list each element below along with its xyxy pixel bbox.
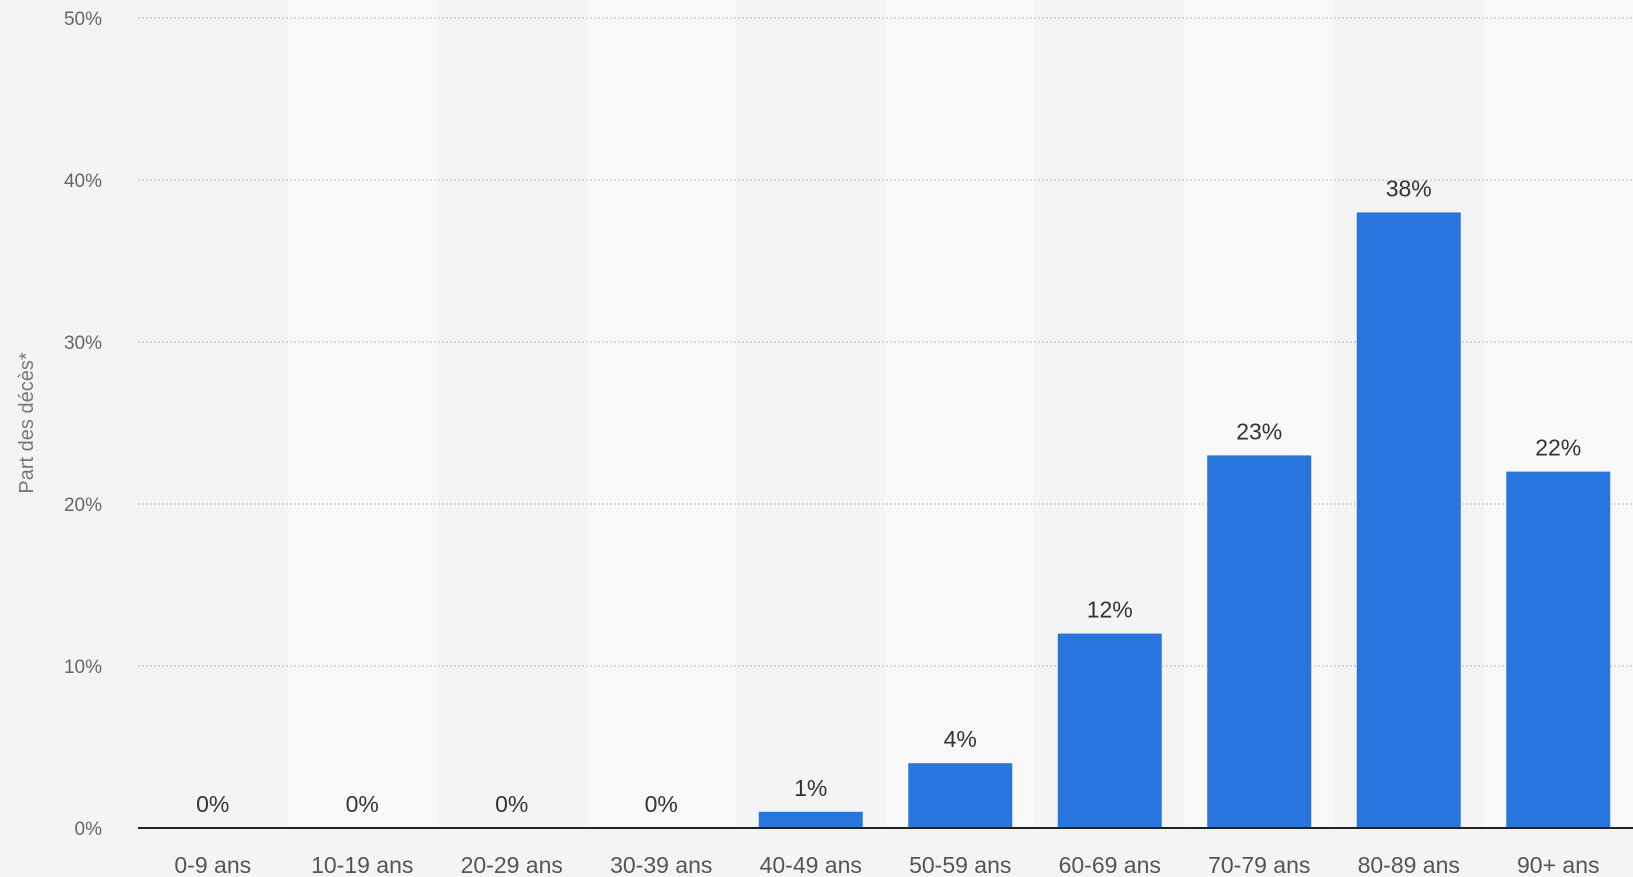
bar-value-label: 23% [1236,418,1282,444]
bar [908,763,1013,828]
y-axis-ticks: 0% 10% 20% 30% 40% 50% [64,9,102,840]
bar-value-label: 12% [1087,597,1133,623]
category-band [437,0,587,828]
x-category-label: 20-29 ans [461,852,563,877]
bar [1057,633,1162,828]
x-category-label: 0-9 ans [174,852,251,877]
bar-value-label: 0% [196,791,229,817]
y-tick-label: 40% [64,171,102,192]
bar-value-label: 1% [794,775,827,801]
y-tick-label: 30% [64,333,102,354]
y-axis-label: Part des décès* [16,352,38,493]
x-category-label: 50-59 ans [909,852,1011,877]
value-labels: 0% 0% 0% 0% 1% 4% 12% 23% 38% 22% [196,175,1581,817]
category-band [287,0,437,828]
x-category-label: 30-39 ans [610,852,712,877]
y-tick-label: 10% [64,657,102,678]
category-band [586,0,736,828]
y-tick-label: 20% [64,495,102,516]
category-band [138,0,288,828]
x-category-label: 40-49 ans [760,852,862,877]
x-axis-categories: 0-9 ans 10-19 ans 20-29 ans 30-39 ans 40-49 … [174,852,1599,877]
y-tick-label: 0% [75,819,103,840]
bar-value-label: 0% [495,791,528,817]
bar [758,811,863,828]
bar-value-label: 22% [1535,435,1581,461]
x-category-label: 10-19 ans [311,852,413,877]
category-band [885,0,1035,828]
x-category-label: 70-79 ans [1208,852,1310,877]
x-category-label: 90+ ans [1517,852,1600,877]
bar [1207,455,1312,828]
bar-value-label: 0% [645,791,678,817]
bar-value-label: 4% [944,726,977,752]
bar [1506,471,1611,828]
bars [758,212,1611,828]
bar [1356,212,1461,828]
bar-value-label: 38% [1386,175,1432,201]
bar-value-label: 0% [346,791,379,817]
y-tick-label: 50% [64,9,102,30]
x-category-label: 80-89 ans [1358,852,1460,877]
x-category-label: 60-69 ans [1059,852,1161,877]
category-band [736,0,886,828]
